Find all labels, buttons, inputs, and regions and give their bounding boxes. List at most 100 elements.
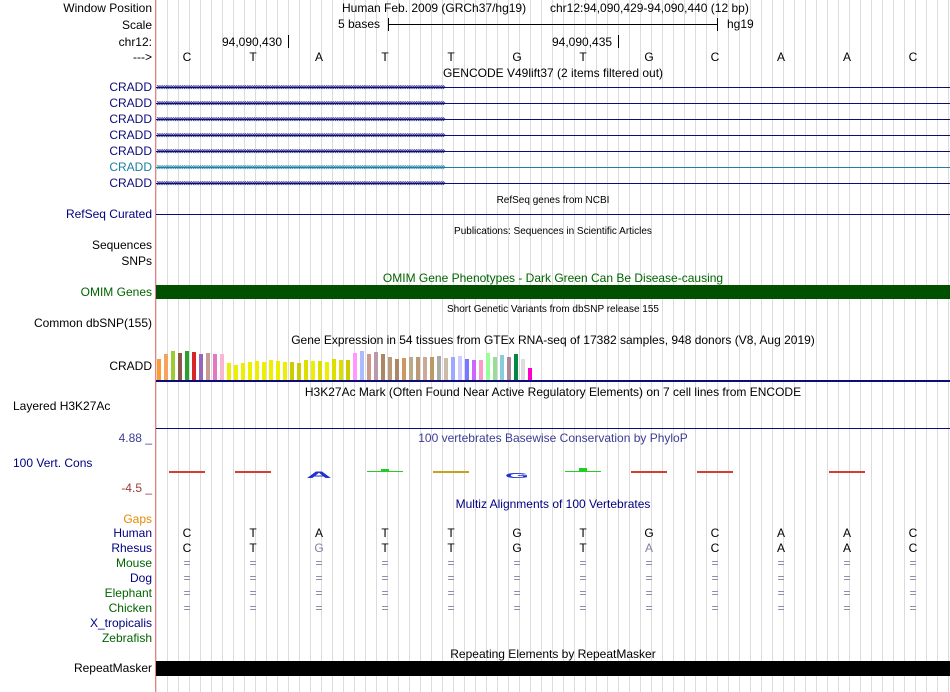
refseq-track-label[interactable]: RefSeq Curated xyxy=(65,207,152,221)
repeatmasker-track-label[interactable]: RepeatMasker xyxy=(73,661,152,675)
gtex-tissue-bar[interactable] xyxy=(388,357,392,380)
gtex-tissue-bar[interactable] xyxy=(255,361,259,380)
gencode-item-label[interactable]: CRADD xyxy=(109,80,152,94)
gtex-tissue-bar[interactable] xyxy=(346,360,350,380)
gencode-transcript-row[interactable]: ››››››››››››››››››››››››››››››››››››››››… xyxy=(156,114,950,125)
gtex-tissue-bar[interactable] xyxy=(164,354,168,380)
gtex-tissue-bar[interactable] xyxy=(157,359,161,380)
gtex-tissue-bar[interactable] xyxy=(493,357,497,380)
gencode-transcript-row[interactable]: ››››››››››››››››››››››››››››››››››››››››… xyxy=(156,82,950,93)
gtex-tissue-bar[interactable] xyxy=(514,354,518,380)
gtex-tissue-bar[interactable] xyxy=(290,362,294,380)
multiz-gaps-label: Gaps xyxy=(123,512,152,526)
gtex-tissue-bar[interactable] xyxy=(402,358,406,380)
gridline xyxy=(508,0,509,692)
track-image-panel[interactable]: Human Feb. 2009 (GRCh37/hg19) chr12:94,0… xyxy=(156,0,950,692)
gtex-tissue-bar[interactable] xyxy=(206,353,210,380)
omim-track-label[interactable]: OMIM Genes xyxy=(80,285,152,299)
gtex-tissue-bar[interactable] xyxy=(367,354,371,380)
gtex-tissue-bar[interactable] xyxy=(185,351,189,380)
gtex-tissue-bar[interactable] xyxy=(465,359,469,380)
gtex-tissue-bar[interactable] xyxy=(241,363,245,380)
gtex-tissue-bar[interactable] xyxy=(297,363,301,380)
gtex-tissue-bar[interactable] xyxy=(430,357,434,380)
gtex-tissue-bar[interactable] xyxy=(409,357,413,380)
gencode-item-label[interactable]: CRADD xyxy=(109,112,152,126)
species-label-zebrafish[interactable]: Zebrafish xyxy=(101,631,152,645)
gtex-tissue-bar[interactable] xyxy=(360,351,364,380)
cons-score-letter: G xyxy=(505,471,529,480)
gtex-tissue-bar[interactable] xyxy=(381,354,385,380)
gtex-tissue-bar[interactable] xyxy=(234,365,238,380)
snps-track-label[interactable]: SNPs xyxy=(121,254,152,268)
sidebar-divider[interactable] xyxy=(155,0,156,692)
gtex-tissue-bar[interactable] xyxy=(395,359,399,380)
pubs-track-label[interactable]: Sequences xyxy=(91,238,152,252)
gtex-tissue-bar[interactable] xyxy=(227,363,231,380)
gtex-tissue-bar[interactable] xyxy=(269,360,273,380)
gtex-tissue-bar[interactable] xyxy=(437,356,441,380)
h3k27ac-track-label[interactable]: Layered H3K27Ac xyxy=(13,399,111,413)
alignment-base: G xyxy=(314,541,324,555)
gtex-tissue-bar[interactable] xyxy=(332,359,336,380)
gencode-item-label[interactable]: CRADD xyxy=(109,128,152,142)
dbsnp-track-label[interactable]: Common dbSNP(155) xyxy=(33,316,152,330)
gtex-tissue-bar[interactable] xyxy=(178,353,182,380)
gtex-tissue-bar[interactable] xyxy=(220,354,224,380)
gtex-tissue-bar[interactable] xyxy=(339,360,343,380)
gencode-item-label[interactable]: CRADD xyxy=(109,96,152,110)
cons-score-mark xyxy=(697,471,733,473)
gtex-tissue-bar[interactable] xyxy=(311,361,315,380)
gtex-tissue-bar[interactable] xyxy=(304,360,308,380)
species-label-x-tropicalis[interactable]: X_tropicalis xyxy=(89,616,152,630)
alignment-base: = xyxy=(579,571,587,585)
gtex-tissue-bar[interactable] xyxy=(171,351,175,380)
gencode-transcript-row[interactable]: ››››››››››››››››››››››››››››››››››››››››… xyxy=(156,130,950,141)
gtex-tissue-bar[interactable] xyxy=(283,362,287,380)
gtex-tissue-bar[interactable] xyxy=(486,353,490,380)
gtex-tissue-bar[interactable] xyxy=(458,356,462,380)
gtex-tissue-bar[interactable] xyxy=(374,352,378,380)
gtex-tissue-bar[interactable] xyxy=(500,355,504,380)
gtex-tissue-bar[interactable] xyxy=(199,354,203,380)
refseq-gene-line[interactable] xyxy=(156,214,950,215)
species-label-rhesus[interactable]: Rhesus xyxy=(111,541,152,555)
gtex-tissue-bar[interactable] xyxy=(416,357,420,380)
gtex-tissue-bar[interactable] xyxy=(507,357,511,380)
gtex-tissue-bar[interactable] xyxy=(479,360,483,380)
gtex-tissue-bar[interactable] xyxy=(528,368,532,380)
species-label-dog[interactable]: Dog xyxy=(129,571,152,585)
gtex-tissue-bar[interactable] xyxy=(262,362,266,380)
gtex-track-label[interactable]: CRADD xyxy=(109,359,152,373)
gtex-tissue-bar[interactable] xyxy=(325,362,329,380)
species-label-elephant[interactable]: Elephant xyxy=(104,586,152,600)
repeatmasker-bar[interactable] xyxy=(156,661,950,676)
gencode-transcript-row[interactable]: ››››››››››››››››››››››››››››››››››››››››… xyxy=(156,162,950,173)
species-label-mouse[interactable]: Mouse xyxy=(115,556,152,570)
gtex-tissue-bar[interactable] xyxy=(521,359,525,380)
gtex-tissue-bar[interactable] xyxy=(318,361,322,380)
gtex-tissue-bar[interactable] xyxy=(444,358,448,380)
gencode-transcript-row[interactable]: ››››››››››››››››››››››››››››››››››››››››… xyxy=(156,98,950,109)
gtex-bar-chart[interactable] xyxy=(156,350,950,380)
gtex-tissue-bar[interactable] xyxy=(472,360,476,380)
species-label-human[interactable]: Human xyxy=(113,526,152,540)
gtex-tissue-bar[interactable] xyxy=(451,357,455,380)
species-label-chicken[interactable]: Chicken xyxy=(108,601,152,615)
omim-gene-bar[interactable] xyxy=(156,285,950,299)
gtex-tissue-bar[interactable] xyxy=(353,353,357,380)
strand-label[interactable]: ---> xyxy=(133,50,152,64)
gencode-item-label[interactable]: CRADD xyxy=(109,144,152,158)
gencode-item-label[interactable]: CRADD xyxy=(109,160,152,174)
gtex-tissue-bar[interactable] xyxy=(276,361,280,380)
gtex-tissue-bar[interactable] xyxy=(213,354,217,380)
gtex-tissue-bar[interactable] xyxy=(192,352,196,380)
cons-track-label[interactable]: 100 Vert. Cons xyxy=(13,456,93,470)
gridline xyxy=(651,0,652,692)
gencode-transcript-row[interactable]: ››››››››››››››››››››››››››››››››››››››››… xyxy=(156,178,950,189)
gencode-item-label[interactable]: CRADD xyxy=(109,176,152,190)
gencode-transcript-row[interactable]: ››››››››››››››››››››››››››››››››››››››››… xyxy=(156,146,950,157)
gtex-tissue-bar[interactable] xyxy=(423,357,427,380)
gtex-tissue-bar[interactable] xyxy=(248,362,252,380)
